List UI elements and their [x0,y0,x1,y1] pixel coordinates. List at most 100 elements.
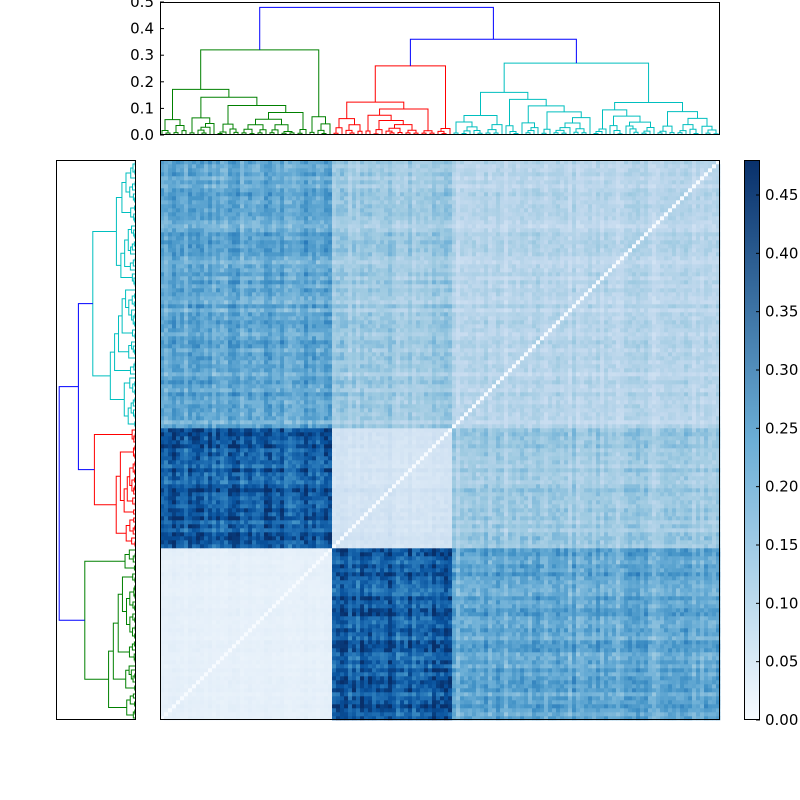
heatmap-cell [660,644,665,649]
heatmap-cell [244,684,249,689]
heatmap-cell [316,676,321,681]
heatmap-cell [292,628,297,633]
heatmap-cell [340,700,345,705]
heatmap-cell [244,620,249,625]
heatmap-cell [356,584,361,589]
heatmap-cell [664,644,669,649]
heatmap-cell [576,604,581,609]
heatmap-cell [432,648,437,653]
heatmap-cell [344,680,349,685]
heatmap-cell [464,636,469,641]
heatmap-cell [680,672,685,677]
heatmap-cell [392,656,397,661]
heatmap-cell [520,640,525,645]
heatmap-cell [200,620,205,625]
heatmap-cell [588,592,593,597]
heatmap-cell [260,576,265,581]
heatmap-cell [180,716,185,721]
heatmap-cell [420,664,425,669]
heatmap-cell [380,580,385,585]
heatmap-cell [292,632,297,637]
heatmap-cell [548,660,553,665]
heatmap-cell [568,632,573,637]
heatmap-cell [352,596,357,601]
heatmap-cell [684,612,689,617]
heatmap-cell [436,716,441,721]
heatmap-cell [288,664,293,669]
heatmap-cell [176,584,181,589]
heatmap-cell [500,644,505,649]
heatmap-cell [688,672,693,677]
heatmap-cell [624,688,629,693]
heatmap-cell [376,604,381,609]
heatmap-cell [504,592,509,597]
heatmap-cell [264,620,269,625]
heatmap-cell [336,620,341,625]
heatmap-cell [632,652,637,657]
heatmap-cell [192,576,197,581]
heatmap-cell [456,680,461,685]
heatmap-cell [336,580,341,585]
heatmap-cell [368,680,373,685]
heatmap-cell [216,580,221,585]
heatmap-cell [616,644,621,649]
heatmap-cell [532,604,537,609]
heatmap-cell [492,576,497,581]
heatmap-cell [524,636,529,641]
heatmap-cell [352,660,357,665]
heatmap-cell [224,668,229,673]
heatmap-cell [708,672,713,677]
heatmap-cell [204,588,209,593]
heatmap-cell [624,636,629,641]
heatmap-cell [676,616,681,621]
heatmap-cell [716,652,721,657]
heatmap-cell [668,640,673,645]
heatmap-cell [288,588,293,593]
heatmap-cell [536,596,541,601]
heatmap-cell [416,688,421,693]
heatmap-cell [640,680,645,685]
heatmap-cell [644,648,649,653]
heatmap-cell [476,628,481,633]
heatmap-cell [216,704,221,709]
heatmap-cell [248,668,253,673]
heatmap-cell [244,708,249,713]
heatmap-cell [408,616,413,621]
heatmap-cell [544,688,549,693]
heatmap-cell [444,672,449,677]
heatmap-cell [692,584,697,589]
heatmap-cell [532,628,537,633]
heatmap-cell [400,580,405,585]
heatmap-cell [164,576,169,581]
heatmap-cell [348,636,353,641]
heatmap-cell [240,632,245,637]
heatmap-cell [612,616,617,621]
heatmap-cell [272,652,277,657]
heatmap-cell [164,584,169,589]
heatmap-cell [676,620,681,625]
heatmap-cell [356,624,361,629]
heatmap-cell [664,696,669,701]
heatmap-cell [416,596,421,601]
heatmap-cell [304,716,309,721]
heatmap-cell [640,696,645,701]
heatmap-cell [616,612,621,617]
heatmap-cell [680,632,685,637]
heatmap-cell [416,604,421,609]
heatmap-cell [544,644,549,649]
heatmap-cell [540,584,545,589]
heatmap-cell [472,644,477,649]
heatmap-cell [192,608,197,613]
heatmap-cell [376,680,381,685]
heatmap-cell [184,576,189,581]
heatmap-cell [672,704,677,709]
heatmap-cell [372,580,377,585]
heatmap-cell [708,704,713,709]
heatmap-cell [636,624,641,629]
heatmap-cell [540,656,545,661]
heatmap-cell [648,692,653,697]
heatmap-cell [648,684,653,689]
heatmap-cell [340,596,345,601]
heatmap-cell [304,704,309,709]
heatmap-cell [200,696,205,701]
